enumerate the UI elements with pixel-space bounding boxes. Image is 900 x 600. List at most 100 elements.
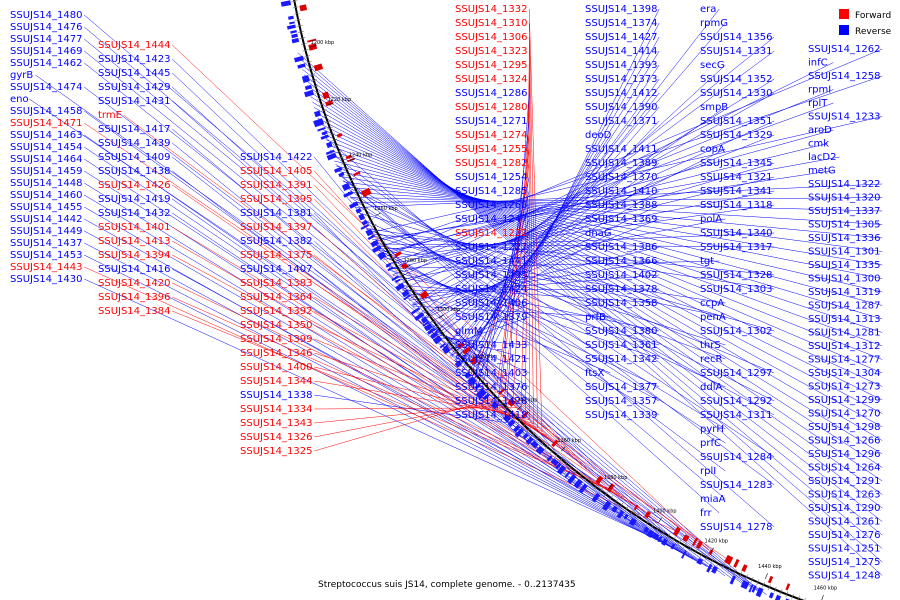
gene-feature bbox=[555, 462, 562, 470]
scale-tick-label: 1460 kbp bbox=[814, 585, 838, 591]
gene-label: SSUJS14_1352 bbox=[700, 74, 773, 85]
gene-label: polA bbox=[700, 214, 722, 225]
leader-line bbox=[334, 160, 883, 306]
gene-label: ccpA bbox=[700, 298, 724, 309]
gene-feature bbox=[767, 575, 774, 584]
gene-label: SSUJS14_1275 bbox=[808, 557, 881, 568]
leader-line bbox=[172, 184, 659, 521]
gene-feature bbox=[307, 38, 317, 43]
gene-label: SSUJS14_1460 bbox=[10, 190, 83, 201]
leader-line bbox=[314, 380, 526, 417]
gene-label: SSUJS14_1416 bbox=[98, 264, 171, 275]
gene-feature bbox=[320, 134, 329, 140]
gene-label: SSUJS14_1290 bbox=[808, 503, 881, 514]
gene-label: SSUJS14_1356 bbox=[700, 32, 773, 43]
gene-label: SSUJS14_1232 bbox=[455, 228, 528, 239]
gene-label: SSUJS14_1361 bbox=[585, 340, 658, 351]
gene-label: SSUJS14_1264 bbox=[808, 463, 881, 474]
leader-line bbox=[314, 324, 543, 433]
gene-feature bbox=[522, 432, 529, 440]
legend-reverse-label: Reverse bbox=[855, 27, 892, 37]
leader-line bbox=[314, 170, 592, 474]
gene-label: rpmG bbox=[700, 18, 728, 29]
gene-label: SSUJS14_1418 bbox=[455, 410, 528, 421]
gene-feature bbox=[646, 529, 655, 538]
scale-tick-label: 1440 kbp bbox=[758, 564, 782, 570]
scale-tick-label: 1280 kbp bbox=[403, 258, 427, 264]
leader-line bbox=[84, 26, 758, 591]
gene-label: SSUJS14_1339 bbox=[585, 410, 658, 421]
leader-line bbox=[315, 112, 883, 428]
gene-label: SSUJS14_1464 bbox=[10, 154, 83, 165]
gene-label: thrS bbox=[700, 340, 721, 351]
gene-label: SSUJS14_1276 bbox=[808, 530, 881, 541]
gene-feature bbox=[482, 393, 490, 401]
gene-feature bbox=[395, 278, 401, 284]
gene-label: SSUJS14_1282 bbox=[455, 158, 528, 169]
leader-line bbox=[497, 120, 530, 410]
gene-feature bbox=[338, 171, 345, 178]
gene-feature bbox=[670, 543, 676, 550]
gene-label: SSUJS14_1398 bbox=[585, 4, 658, 15]
gene-label: SSUJS14_1341 bbox=[700, 186, 773, 197]
scale-tick-label: 1260 kbp bbox=[374, 206, 398, 212]
leader-line bbox=[344, 185, 775, 402]
leader-line bbox=[336, 165, 883, 293]
gene-label: SSUJS14_1292 bbox=[700, 396, 773, 407]
scale-tick bbox=[561, 446, 566, 452]
gene-label: SSUJS14_1277 bbox=[808, 355, 881, 366]
gene-label: SSUJS14_1334 bbox=[240, 404, 313, 415]
gene-feature bbox=[334, 166, 343, 173]
leader-line bbox=[339, 173, 720, 514]
gene-label: SSUJS14_1435 bbox=[455, 270, 528, 281]
gene-feature bbox=[644, 510, 651, 519]
gene-feature bbox=[317, 126, 326, 132]
gene-label: SSUJS14_1371 bbox=[585, 116, 658, 127]
leader-line bbox=[376, 75, 883, 249]
gene-label: SSUJS14_1432 bbox=[98, 208, 171, 219]
leader-line bbox=[319, 123, 883, 401]
leader-line bbox=[473, 8, 660, 385]
gene-feature bbox=[365, 228, 374, 237]
leader-line bbox=[172, 310, 615, 492]
leader-line bbox=[393, 275, 660, 332]
leader-line bbox=[528, 22, 538, 428]
leader-line bbox=[330, 152, 775, 486]
gene-feature bbox=[729, 575, 736, 585]
gene-feature bbox=[591, 492, 601, 503]
leader-line bbox=[352, 197, 883, 203]
gene-label: SSUJS14_1266 bbox=[808, 436, 881, 447]
gene-feature bbox=[623, 513, 629, 520]
scale-tick bbox=[476, 361, 481, 366]
gene-label: SSUJS14_1273 bbox=[808, 382, 881, 393]
gene-feature bbox=[464, 371, 472, 379]
gene-label: infC bbox=[808, 58, 828, 69]
gene-label: SSUJS14_1296 bbox=[808, 449, 881, 460]
gene-feature bbox=[353, 171, 361, 177]
gene-feature bbox=[740, 580, 750, 590]
gene-label: SSUJS14_1322 bbox=[808, 179, 881, 190]
gene-label: SSUJS14_1312 bbox=[808, 341, 881, 352]
gene-feature bbox=[661, 538, 668, 546]
leader-line bbox=[321, 128, 883, 387]
gene-feature bbox=[755, 587, 764, 598]
gene-features bbox=[280, 0, 791, 600]
scale-tick bbox=[516, 405, 522, 411]
gene-label: SSUJS14_1323 bbox=[455, 46, 528, 57]
gene-label: lacD2 bbox=[808, 152, 836, 163]
leader-line bbox=[342, 180, 775, 416]
leader-line bbox=[454, 78, 660, 363]
gene-label: SSUJS14_1429 bbox=[98, 82, 171, 93]
leader-line bbox=[435, 337, 530, 346]
leader-line bbox=[352, 202, 726, 430]
gene-label: SSUJS14_1458 bbox=[10, 106, 83, 117]
gene-label: SSUJS14_1319 bbox=[808, 287, 881, 298]
gene-label: rpmI bbox=[808, 85, 831, 96]
gene-label: SSUJS14_1477 bbox=[10, 34, 83, 45]
gene-feature bbox=[530, 440, 539, 449]
leader-line bbox=[172, 240, 639, 508]
gene-label: SSUJS14_1383 bbox=[240, 278, 313, 289]
gene-feature bbox=[280, 0, 292, 7]
gene-label: SSUJS14_1469 bbox=[10, 46, 83, 57]
gene-label: SSUJS14_1448 bbox=[10, 178, 83, 189]
